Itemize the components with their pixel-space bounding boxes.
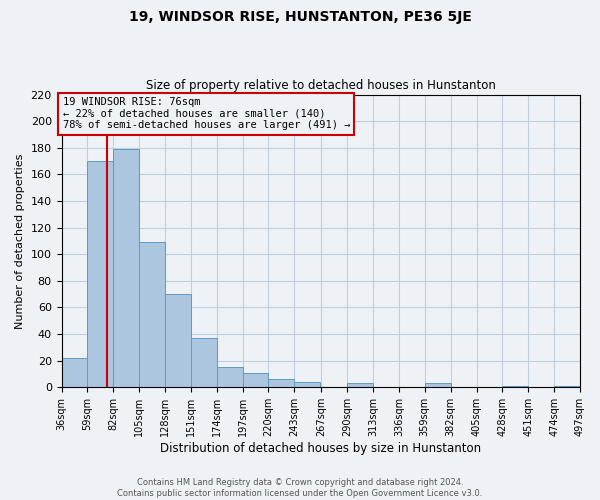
Text: Contains HM Land Registry data © Crown copyright and database right 2024.
Contai: Contains HM Land Registry data © Crown c… bbox=[118, 478, 482, 498]
Bar bbox=[62, 358, 88, 388]
Bar bbox=[139, 242, 165, 388]
Bar bbox=[502, 386, 528, 388]
Text: 19 WINDSOR RISE: 76sqm
← 22% of detached houses are smaller (140)
78% of semi-de: 19 WINDSOR RISE: 76sqm ← 22% of detached… bbox=[62, 97, 350, 130]
Bar bbox=[268, 380, 295, 388]
Bar bbox=[191, 338, 217, 388]
Bar bbox=[425, 384, 451, 388]
Y-axis label: Number of detached properties: Number of detached properties bbox=[15, 154, 25, 328]
Bar bbox=[165, 294, 191, 388]
Bar bbox=[217, 368, 242, 388]
Bar bbox=[113, 149, 139, 388]
Title: Size of property relative to detached houses in Hunstanton: Size of property relative to detached ho… bbox=[146, 79, 496, 92]
Bar bbox=[347, 384, 373, 388]
X-axis label: Distribution of detached houses by size in Hunstanton: Distribution of detached houses by size … bbox=[160, 442, 481, 455]
Text: 19, WINDSOR RISE, HUNSTANTON, PE36 5JE: 19, WINDSOR RISE, HUNSTANTON, PE36 5JE bbox=[128, 10, 472, 24]
Bar bbox=[554, 386, 580, 388]
Bar bbox=[295, 382, 320, 388]
Bar bbox=[88, 161, 113, 388]
Bar bbox=[242, 372, 268, 388]
